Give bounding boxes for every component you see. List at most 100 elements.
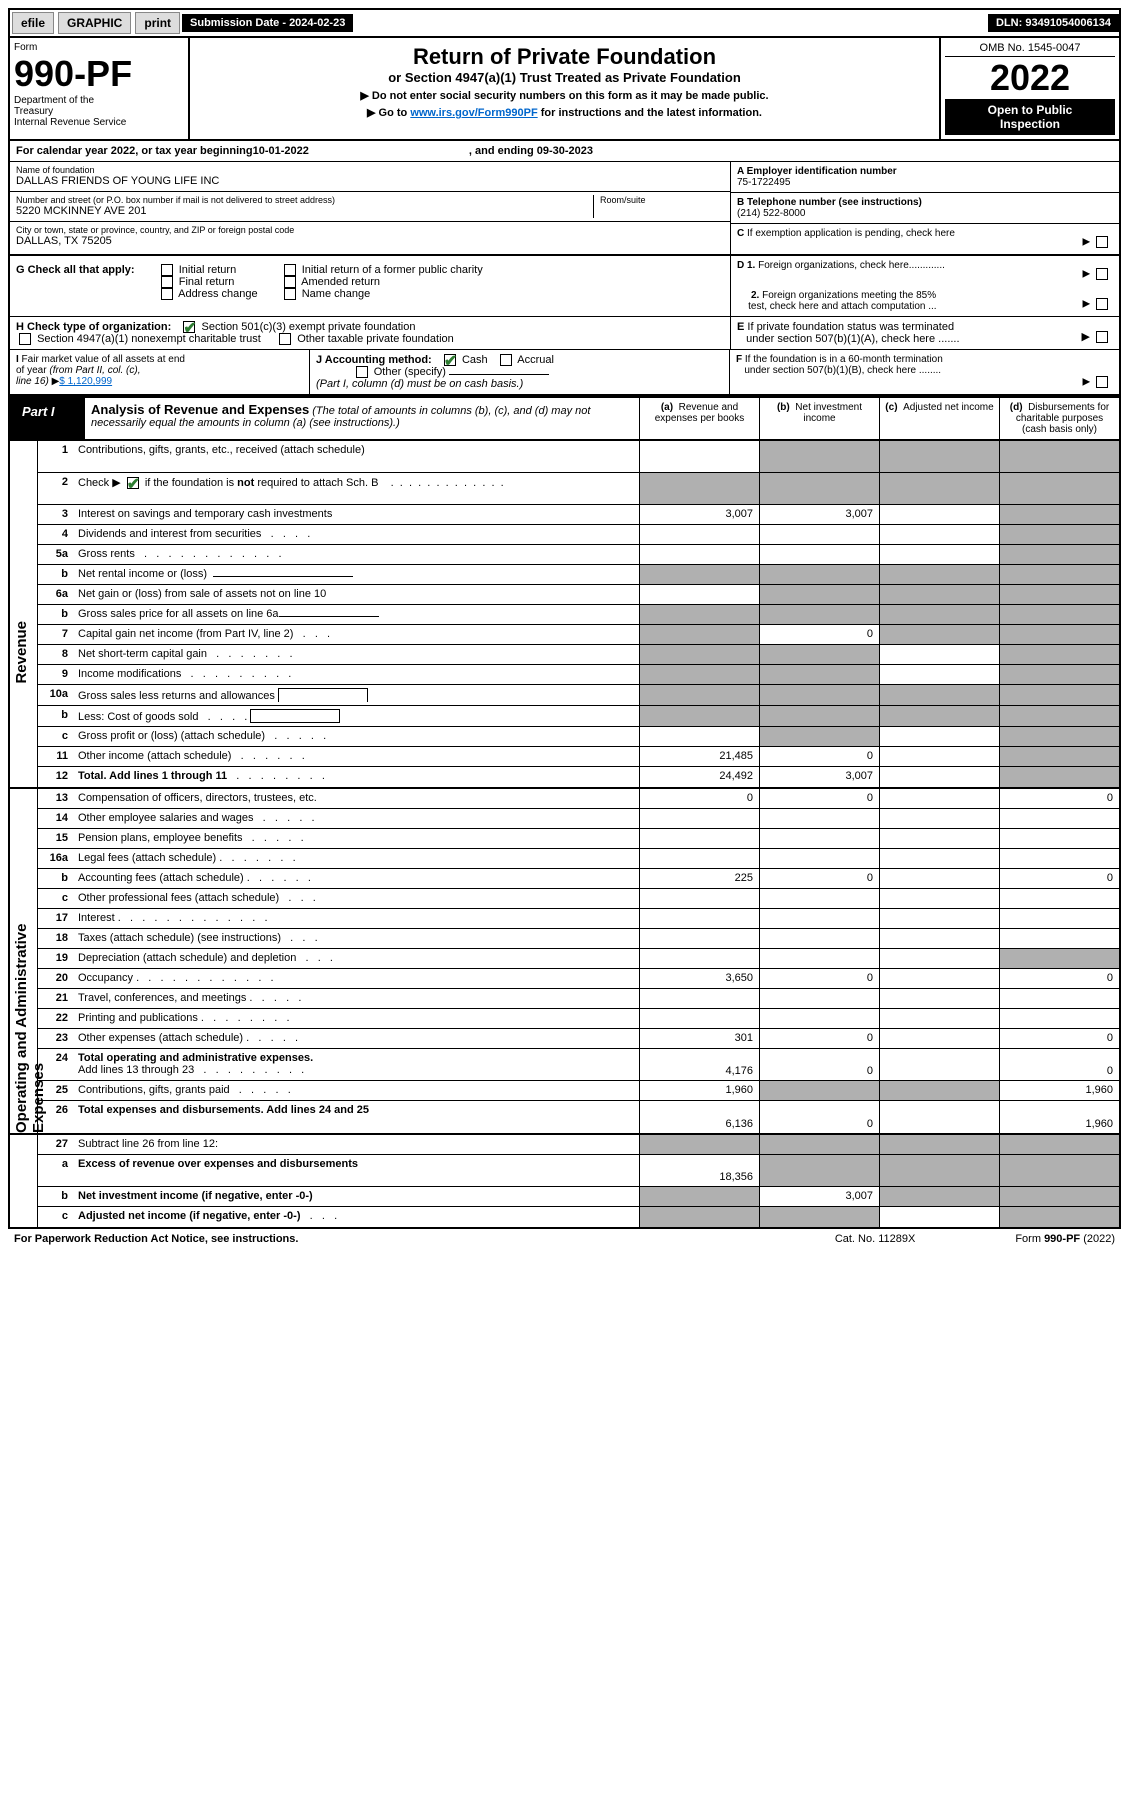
line-12: Total. Add lines 1 through 11 . . . . . …	[74, 767, 639, 787]
phone: (214) 522-8000	[737, 208, 1113, 219]
revenue-side-label: Revenue	[13, 621, 30, 684]
line-14: Other employee salaries and wages . . . …	[74, 809, 639, 828]
cat-no: Cat. No. 11289X	[835, 1233, 916, 1245]
j-label: J Accounting method:	[316, 354, 432, 366]
part1-header: Part I Analysis of Revenue and Expenses …	[8, 396, 1121, 441]
revenue-grid: Revenue 1Contributions, gifts, grants, e…	[8, 441, 1121, 789]
d2-checkbox[interactable]	[1096, 298, 1108, 310]
line-6a: Net gain or (loss) from sale of assets n…	[74, 585, 639, 604]
omb-number: OMB No. 1545-0047	[945, 42, 1115, 57]
d1-checkbox[interactable]	[1096, 268, 1108, 280]
line-26: Total expenses and disbursements. Add li…	[74, 1101, 639, 1133]
f-label: F If the foundation is in a 60-month ter…	[736, 354, 943, 376]
city-label: City or town, state or province, country…	[16, 225, 724, 235]
initial-former-checkbox[interactable]	[284, 264, 296, 276]
line-18: Taxes (attach schedule) (see instruction…	[74, 929, 639, 948]
dln: DLN: 93491054006134	[988, 14, 1119, 32]
line-16c: Other professional fees (attach schedule…	[74, 889, 639, 908]
tax-year: 2022	[945, 57, 1115, 99]
line-6b: Gross sales price for all assets on line…	[74, 605, 639, 624]
line-10a: Gross sales less returns and allowances	[74, 685, 639, 705]
col-b-head: (b) Net investment income	[759, 398, 879, 439]
line-20: Occupancy . . . . . . . . . . . .	[74, 969, 639, 988]
dept2: Treasury	[14, 106, 184, 117]
h-label: H Check type of organization:	[16, 321, 171, 333]
line-15: Pension plans, employee benefits . . . .…	[74, 829, 639, 848]
line-21: Travel, conferences, and meetings . . . …	[74, 989, 639, 1008]
instr-1: ▶ Do not enter social security numbers o…	[196, 89, 933, 102]
d1-label: D 1. Foreign organizations, check here..…	[737, 260, 945, 271]
instr-2: ▶ Go to www.irs.gov/Form990PF for instru…	[196, 106, 933, 119]
col-d-head: (d) Disbursements for charitable purpose…	[999, 398, 1119, 439]
entity-block: Name of foundation DALLAS FRIENDS OF YOU…	[8, 162, 1121, 256]
part1-tag: Part I	[10, 398, 85, 439]
line-9: Income modifications . . . . . . . . .	[74, 665, 639, 684]
top-bar: efile GRAPHIC print Submission Date - 20…	[8, 8, 1121, 38]
col-c-head: (c) Adjusted net income	[879, 398, 999, 439]
schb-checkbox[interactable]	[127, 477, 139, 489]
accrual-checkbox[interactable]	[500, 354, 512, 366]
cash-checkbox[interactable]	[444, 354, 456, 366]
line-17: Interest . . . . . . . . . . . . .	[74, 909, 639, 928]
line-2: Check ▶ if the foundation is not require…	[74, 473, 639, 504]
line-27a: Excess of revenue over expenses and disb…	[74, 1155, 639, 1186]
e-label: E If private foundation status was termi…	[737, 321, 960, 345]
submission-date: Submission Date - 2024-02-23	[182, 14, 353, 32]
phone-label: B Telephone number (see instructions)	[737, 197, 1113, 208]
line-13: Compensation of officers, directors, tru…	[74, 789, 639, 808]
line-10c: Gross profit or (loss) (attach schedule)…	[74, 727, 639, 746]
f-checkbox[interactable]	[1096, 376, 1108, 388]
print-button[interactable]: print	[135, 12, 180, 34]
line-22: Printing and publications . . . . . . . …	[74, 1009, 639, 1028]
form-header: Form 990-PF Department of the Treasury I…	[8, 38, 1121, 141]
line-19: Depreciation (attach schedule) and deple…	[74, 949, 639, 968]
irs: Internal Revenue Service	[14, 117, 184, 128]
street-label: Number and street (or P.O. box number if…	[16, 195, 593, 205]
pra-notice: For Paperwork Reduction Act Notice, see …	[14, 1233, 298, 1245]
501c3-checkbox[interactable]	[183, 321, 195, 333]
efile-button[interactable]: efile	[12, 12, 54, 34]
col-a-head: (a) Revenue and expenses per books	[639, 398, 759, 439]
form-subtitle: or Section 4947(a)(1) Trust Treated as P…	[196, 70, 933, 85]
section-g: G Check all that apply: Initial return F…	[8, 256, 1121, 317]
address-change-checkbox[interactable]	[161, 288, 173, 300]
ein: 75-1722495	[737, 177, 1113, 188]
dept1: Department of the	[14, 95, 184, 106]
d2-label: 2. Foreign organizations meeting the 85%…	[737, 290, 937, 312]
form-title: Return of Private Foundation	[196, 44, 933, 70]
j-note: (Part I, column (d) must be on cash basi…	[316, 378, 523, 390]
line-27b: Net investment income (if negative, ente…	[74, 1187, 639, 1206]
form-label: Form	[14, 42, 184, 53]
line-27c: Adjusted net income (if negative, enter …	[74, 1207, 639, 1227]
graphic-button[interactable]: GRAPHIC	[58, 12, 131, 34]
form-number: 990-PF	[14, 53, 184, 95]
line-11: Other income (attach schedule) . . . . .…	[74, 747, 639, 766]
section-h: H Check type of organization: Section 50…	[8, 317, 1121, 350]
amended-return-checkbox[interactable]	[284, 276, 296, 288]
line-5b: Net rental income or (loss)	[74, 565, 639, 584]
c-label: C If exemption application is pending, c…	[737, 228, 955, 239]
e-checkbox[interactable]	[1096, 331, 1108, 343]
name-change-checkbox[interactable]	[284, 288, 296, 300]
final-return-checkbox[interactable]	[161, 276, 173, 288]
part1-title: Analysis of Revenue and Expenses	[91, 402, 309, 417]
other-taxable-checkbox[interactable]	[279, 333, 291, 345]
initial-return-checkbox[interactable]	[161, 264, 173, 276]
irs-link[interactable]: www.irs.gov/Form990PF	[410, 107, 537, 119]
open-public: Open to PublicInspection	[945, 99, 1115, 135]
line-5a: Gross rents . . . . . . . . . . . .	[74, 545, 639, 564]
expenses-grid: Operating and Administrative Expenses 13…	[8, 789, 1121, 1135]
page-footer: For Paperwork Reduction Act Notice, see …	[8, 1229, 1121, 1249]
line-23: Other expenses (attach schedule) . . . .…	[74, 1029, 639, 1048]
4947-checkbox[interactable]	[19, 333, 31, 345]
g-label: G Check all that apply:	[16, 264, 135, 276]
foundation-name: DALLAS FRIENDS OF YOUNG LIFE INC	[16, 175, 724, 187]
room-label: Room/suite	[600, 195, 724, 205]
line-8: Net short-term capital gain . . . . . . …	[74, 645, 639, 664]
city-state-zip: DALLAS, TX 75205	[16, 235, 724, 247]
section-ij: I Fair market value of all assets at end…	[8, 350, 1121, 396]
line-10b: Less: Cost of goods sold . . . .	[74, 706, 639, 726]
c-checkbox[interactable]	[1096, 236, 1108, 248]
line-16b: Accounting fees (attach schedule) . . . …	[74, 869, 639, 888]
other-method-checkbox[interactable]	[356, 366, 368, 378]
